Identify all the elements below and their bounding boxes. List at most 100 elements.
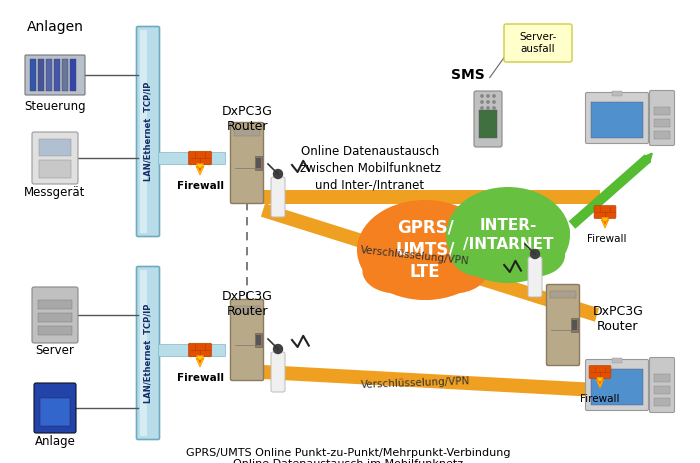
Circle shape [493,95,495,97]
FancyBboxPatch shape [32,287,78,343]
FancyBboxPatch shape [230,123,263,204]
FancyBboxPatch shape [585,359,648,411]
Polygon shape [196,356,204,367]
Polygon shape [568,154,651,229]
Text: Verschlüsselung/VPN: Verschlüsselung/VPN [360,245,470,267]
FancyBboxPatch shape [34,383,76,433]
Bar [39,160,71,178]
Text: Anlagen: Anlagen [27,20,83,34]
Text: DxPC3G
Router: DxPC3G Router [222,290,272,318]
Polygon shape [263,190,600,204]
Ellipse shape [446,214,493,251]
FancyBboxPatch shape [594,206,616,219]
Bar [571,318,578,332]
Circle shape [531,250,540,258]
Bar [70,59,76,91]
Bar [591,102,643,138]
Bar [38,313,72,322]
Bar [654,131,670,139]
Bar [256,158,261,168]
FancyBboxPatch shape [32,132,78,184]
FancyBboxPatch shape [271,177,285,217]
Text: Anlage: Anlage [34,435,76,448]
Text: INTER-
/INTARNET: INTER- /INTARNET [463,218,553,252]
Bar [158,344,225,356]
FancyBboxPatch shape [504,24,572,62]
Bar [38,300,72,309]
Bar [479,110,497,138]
Bar [591,369,643,405]
Bar [612,91,622,96]
Polygon shape [261,203,599,322]
Text: DxPC3G
Router: DxPC3G Router [593,305,643,333]
Text: GPRS/UMTS Online Punkt-zu-Punkt/Mehrpunkt-Verbindung: GPRS/UMTS Online Punkt-zu-Punkt/Mehrpunk… [186,448,510,458]
Ellipse shape [482,243,534,283]
Bar [46,59,52,91]
FancyBboxPatch shape [589,366,611,378]
Circle shape [481,107,483,109]
Bar [38,326,72,335]
Circle shape [493,107,495,109]
Polygon shape [598,380,602,386]
Bar [38,59,44,91]
FancyBboxPatch shape [230,300,263,381]
Polygon shape [262,365,597,397]
Ellipse shape [451,233,513,277]
Polygon shape [601,218,609,228]
Text: Online Datenaustausch
zwischen Mobilfunknetz
und Inter-/Intranet: Online Datenaustausch zwischen Mobilfunk… [300,145,440,192]
Bar [54,59,60,91]
Circle shape [486,95,489,97]
Bar [234,306,260,313]
Text: Steuerung: Steuerung [25,100,86,113]
Text: Server: Server [36,344,74,357]
Bar [255,156,262,170]
FancyBboxPatch shape [528,257,542,297]
Bar [654,119,670,127]
Circle shape [493,101,495,103]
Bar [40,398,70,426]
Ellipse shape [441,229,493,267]
Bar [30,59,36,91]
FancyBboxPatch shape [25,55,85,95]
Polygon shape [198,167,202,172]
Text: Firewall: Firewall [176,181,223,191]
Ellipse shape [398,210,452,240]
Bar [140,270,147,436]
Bar [550,291,576,298]
Ellipse shape [396,258,454,300]
Bar [140,30,147,233]
Ellipse shape [446,187,570,283]
Bar [39,139,71,156]
Text: Firewall: Firewall [176,373,223,383]
Bar [256,335,261,345]
Bar [62,59,68,91]
FancyBboxPatch shape [136,267,160,439]
Circle shape [486,107,489,109]
Text: Server-
ausfall: Server- ausfall [519,32,556,54]
Polygon shape [198,358,202,364]
FancyBboxPatch shape [188,151,211,165]
Text: GPRS/
UMTS/
LTE: GPRS/ UMTS/ LTE [395,219,455,281]
Bar [572,320,577,330]
Bar [612,358,622,363]
Circle shape [274,344,283,353]
Ellipse shape [419,249,488,294]
FancyBboxPatch shape [650,90,675,145]
Ellipse shape [363,249,430,294]
Ellipse shape [357,229,409,267]
FancyBboxPatch shape [650,357,675,413]
Polygon shape [603,220,607,225]
Circle shape [481,101,483,103]
Text: SMS: SMS [451,68,485,82]
FancyBboxPatch shape [585,93,648,144]
Circle shape [486,101,489,103]
Ellipse shape [357,200,493,300]
FancyBboxPatch shape [271,352,285,392]
Bar [654,386,670,394]
Polygon shape [596,377,604,388]
Text: Messgerät: Messgerät [25,186,85,199]
Bar [654,107,670,115]
FancyBboxPatch shape [188,343,211,357]
Circle shape [481,95,483,97]
Text: Online Datenaustausch im Mobilfunknetz: Online Datenaustausch im Mobilfunknetz [233,459,463,463]
